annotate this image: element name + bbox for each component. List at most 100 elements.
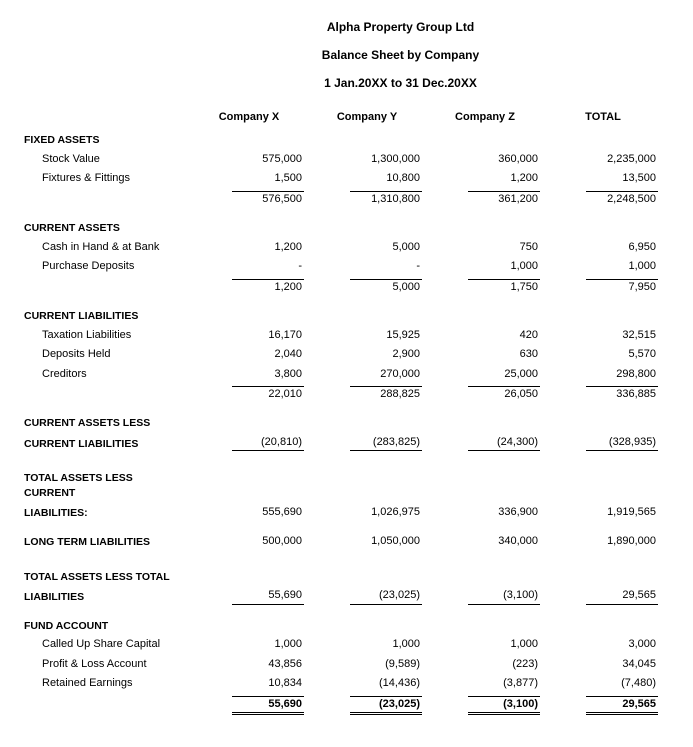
table-row: Cash in Hand & at Bank 1,200 5,000 750 6… bbox=[20, 238, 662, 257]
cell-value: 420 bbox=[468, 328, 540, 343]
subtotal-row: 1,200 5,000 1,750 7,950 bbox=[20, 277, 662, 297]
summary-value: (3,100) bbox=[468, 588, 540, 604]
cell-value: (223) bbox=[468, 657, 540, 672]
total-value: (23,025) bbox=[350, 696, 422, 715]
subtotal-value: 1,750 bbox=[468, 279, 540, 295]
subtotal-row: 22,010 288,825 26,050 336,885 bbox=[20, 384, 662, 404]
summary-value: (24,300) bbox=[468, 435, 540, 451]
col-header: Company Y bbox=[308, 108, 426, 131]
balance-sheet-table: Company X Company Y Company Z TOTAL FIXE… bbox=[20, 108, 662, 717]
summary-value: (283,825) bbox=[350, 435, 422, 451]
col-header: Company X bbox=[190, 108, 308, 131]
cell-value: 1,200 bbox=[468, 171, 540, 186]
cell-value: 16,170 bbox=[232, 328, 304, 343]
summary-value: 1,919,565 bbox=[586, 505, 658, 520]
cell-value: 3,800 bbox=[232, 367, 304, 382]
table-row: Stock Value 575,000 1,300,000 360,000 2,… bbox=[20, 150, 662, 169]
table-row: Fixtures & Fittings 1,500 10,800 1,200 1… bbox=[20, 169, 662, 188]
section-title: FUND ACCOUNT bbox=[20, 617, 190, 636]
cell-value: (7,480) bbox=[586, 676, 658, 691]
summary-value: 555,690 bbox=[232, 505, 304, 520]
table-row: Deposits Held 2,040 2,900 630 5,570 bbox=[20, 345, 662, 364]
cell-value: (14,436) bbox=[350, 676, 422, 691]
cell-value: (3,877) bbox=[468, 676, 540, 691]
cell-value: 25,000 bbox=[468, 367, 540, 382]
report-period: 1 Jan.20XX to 31 Dec.20XX bbox=[140, 76, 661, 90]
cell-value: 10,834 bbox=[232, 676, 304, 691]
cell-value: 5,000 bbox=[350, 240, 422, 255]
balance-sheet-page: Alpha Property Group Ltd Balance Sheet b… bbox=[0, 0, 693, 747]
section-title: LIABILITIES: bbox=[20, 503, 190, 522]
section-title: CURRENT LIABILITIES bbox=[20, 307, 190, 326]
col-header: Company Z bbox=[426, 108, 544, 131]
cell-value: 5,570 bbox=[586, 347, 658, 362]
cell-value: (9,589) bbox=[350, 657, 422, 672]
subtotal-value: 1,310,800 bbox=[350, 191, 422, 207]
column-header-row: Company X Company Y Company Z TOTAL bbox=[20, 108, 662, 131]
row-label: Retained Earnings bbox=[20, 674, 190, 693]
total-value: (3,100) bbox=[468, 696, 540, 715]
cell-value: 6,950 bbox=[586, 240, 658, 255]
cell-value: 3,000 bbox=[586, 637, 658, 652]
row-label: Creditors bbox=[20, 365, 190, 384]
section-title: CURRENT LIABILITIES bbox=[20, 433, 190, 453]
subtotal-value: 288,825 bbox=[350, 386, 422, 402]
cell-value: - bbox=[232, 259, 304, 274]
row-label: Cash in Hand & at Bank bbox=[20, 238, 190, 257]
row-label: Profit & Loss Account bbox=[20, 655, 190, 674]
subtotal-value: 361,200 bbox=[468, 191, 540, 207]
col-header: TOTAL bbox=[544, 108, 662, 131]
cell-value: 1,000 bbox=[350, 637, 422, 652]
summary-value: 1,890,000 bbox=[586, 534, 658, 549]
section-title: TOTAL ASSETS LESS TOTAL bbox=[20, 568, 190, 587]
cell-value: 10,800 bbox=[350, 171, 422, 186]
section-title: LIABILITIES bbox=[20, 586, 190, 606]
section-title: LONG TERM LIABILITIES bbox=[20, 532, 190, 551]
row-label: Taxation Liabilities bbox=[20, 326, 190, 345]
cell-value: 1,000 bbox=[232, 637, 304, 652]
cell-value: 2,900 bbox=[350, 347, 422, 362]
cell-value: 1,000 bbox=[468, 637, 540, 652]
summary-value: 336,900 bbox=[468, 505, 540, 520]
cell-value: 270,000 bbox=[350, 367, 422, 382]
row-label: Stock Value bbox=[20, 150, 190, 169]
row-label: Fixtures & Fittings bbox=[20, 169, 190, 188]
subtotal-value: 7,950 bbox=[586, 279, 658, 295]
cell-value: 13,500 bbox=[586, 171, 658, 186]
summary-row: LIABILITIES 55,690 (23,025) (3,100) 29,5… bbox=[20, 586, 662, 606]
cell-value: 43,856 bbox=[232, 657, 304, 672]
cell-value: 1,300,000 bbox=[350, 152, 422, 167]
table-row: Purchase Deposits - - 1,000 1,000 bbox=[20, 257, 662, 276]
cell-value: 1,500 bbox=[232, 171, 304, 186]
summary-row: LIABILITIES: 555,690 1,026,975 336,900 1… bbox=[20, 503, 662, 522]
row-label: Called Up Share Capital bbox=[20, 635, 190, 654]
subtotal-value: 22,010 bbox=[232, 386, 304, 402]
subtotal-row: 576,500 1,310,800 361,200 2,248,500 bbox=[20, 189, 662, 209]
cell-value: 2,040 bbox=[232, 347, 304, 362]
table-row: Creditors 3,800 270,000 25,000 298,800 bbox=[20, 365, 662, 384]
summary-value: 500,000 bbox=[232, 534, 304, 549]
cell-value: 1,200 bbox=[232, 240, 304, 255]
subtotal-value: 1,200 bbox=[232, 279, 304, 295]
company-name: Alpha Property Group Ltd bbox=[140, 20, 661, 34]
cell-value: 34,045 bbox=[586, 657, 658, 672]
summary-value: (20,810) bbox=[232, 435, 304, 451]
summary-value: 29,565 bbox=[586, 588, 658, 604]
cell-value: 1,000 bbox=[586, 259, 658, 274]
summary-row: LONG TERM LIABILITIES 500,000 1,050,000 … bbox=[20, 532, 662, 551]
table-row: Profit & Loss Account 43,856 (9,589) (22… bbox=[20, 655, 662, 674]
row-label: Deposits Held bbox=[20, 345, 190, 364]
section-title: FIXED ASSETS bbox=[20, 131, 190, 150]
section-title: TOTAL ASSETS LESS CURRENT bbox=[20, 469, 190, 502]
section-title: CURRENT ASSETS LESS bbox=[20, 414, 190, 433]
cell-value: 575,000 bbox=[232, 152, 304, 167]
cell-value: 360,000 bbox=[468, 152, 540, 167]
subtotal-value: 26,050 bbox=[468, 386, 540, 402]
cell-value: 750 bbox=[468, 240, 540, 255]
summary-value: 1,026,975 bbox=[350, 505, 422, 520]
section-title: CURRENT ASSETS bbox=[20, 219, 190, 238]
cell-value: - bbox=[350, 259, 422, 274]
summary-row: CURRENT LIABILITIES (20,810) (283,825) (… bbox=[20, 433, 662, 453]
cell-value: 630 bbox=[468, 347, 540, 362]
summary-value: 340,000 bbox=[468, 534, 540, 549]
